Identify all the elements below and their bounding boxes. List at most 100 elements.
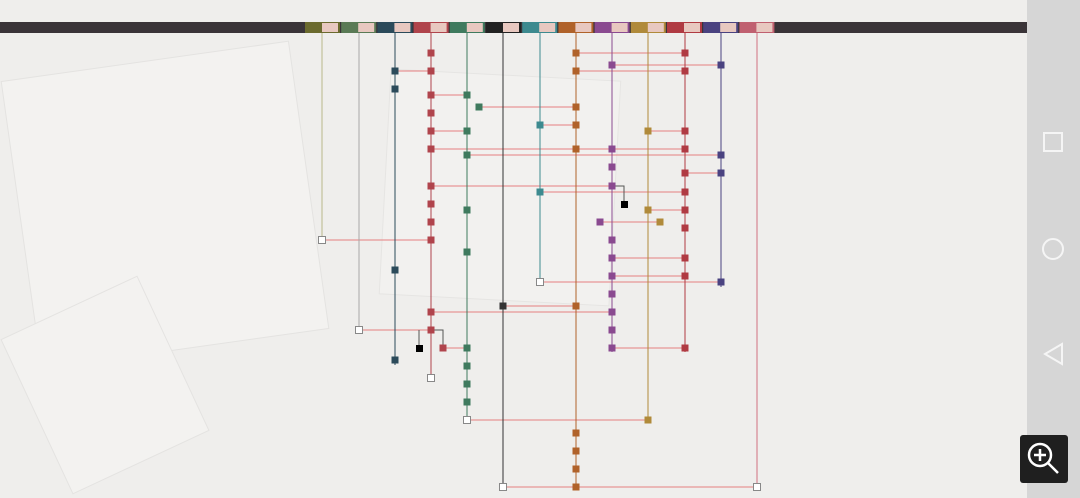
story-node bbox=[355, 326, 363, 334]
story-node bbox=[536, 121, 544, 129]
story-node bbox=[427, 127, 435, 135]
zoom-bg bbox=[1020, 435, 1068, 483]
story-node bbox=[318, 236, 326, 244]
story-node bbox=[608, 344, 616, 352]
story-node bbox=[463, 127, 471, 135]
event-marker bbox=[621, 201, 628, 208]
story-node bbox=[463, 151, 471, 159]
tab-portrait bbox=[756, 23, 773, 32]
story-node bbox=[463, 362, 471, 370]
story-node bbox=[608, 272, 616, 280]
tab-portrait bbox=[647, 23, 664, 32]
bg-card bbox=[378, 68, 622, 307]
story-node bbox=[463, 344, 471, 352]
tab-portrait bbox=[358, 23, 375, 32]
story-node bbox=[681, 344, 689, 352]
bg-card bbox=[0, 275, 210, 495]
story-node bbox=[644, 206, 652, 214]
story-node bbox=[717, 151, 725, 159]
story-node bbox=[463, 416, 471, 424]
story-node bbox=[572, 121, 580, 129]
story-node bbox=[572, 465, 580, 473]
story-node bbox=[427, 326, 435, 334]
story-node bbox=[572, 429, 580, 437]
tab-portrait bbox=[503, 23, 519, 32]
story-node bbox=[391, 356, 399, 364]
story-node bbox=[572, 103, 580, 111]
story-node bbox=[608, 163, 616, 171]
story-node bbox=[608, 326, 616, 334]
story-node bbox=[427, 91, 435, 99]
story-node bbox=[572, 447, 580, 455]
recents-button[interactable] bbox=[1043, 132, 1063, 152]
back-button[interactable] bbox=[1043, 342, 1063, 366]
story-node bbox=[608, 236, 616, 244]
tab-portrait bbox=[684, 23, 700, 32]
story-node bbox=[475, 103, 483, 111]
story-node bbox=[427, 49, 435, 57]
story-node bbox=[608, 182, 616, 190]
story-node bbox=[463, 380, 471, 388]
story-node bbox=[536, 278, 544, 286]
story-node bbox=[391, 85, 399, 93]
story-node bbox=[717, 169, 725, 177]
story-node bbox=[644, 416, 652, 424]
story-node bbox=[391, 67, 399, 75]
story-node bbox=[596, 218, 604, 226]
story-node bbox=[717, 61, 725, 69]
story-node bbox=[656, 218, 664, 226]
story-node bbox=[608, 61, 616, 69]
story-node bbox=[681, 49, 689, 57]
story-node bbox=[427, 145, 435, 153]
story-node bbox=[427, 67, 435, 75]
tab-portrait bbox=[611, 23, 628, 32]
story-node bbox=[572, 302, 580, 310]
bg-card bbox=[0, 40, 330, 370]
story-node bbox=[499, 302, 507, 310]
story-node bbox=[572, 67, 580, 75]
story-node bbox=[681, 254, 689, 262]
story-node bbox=[499, 483, 507, 491]
story-node bbox=[427, 218, 435, 226]
story-node bbox=[681, 127, 689, 135]
story-node bbox=[681, 206, 689, 214]
story-node bbox=[644, 127, 652, 135]
story-node bbox=[608, 145, 616, 153]
story-node bbox=[427, 308, 435, 316]
event-marker bbox=[416, 345, 423, 352]
story-node bbox=[427, 236, 435, 244]
home-button[interactable] bbox=[1042, 238, 1064, 260]
story-node bbox=[717, 278, 725, 286]
zoom-button[interactable] bbox=[1020, 435, 1068, 483]
story-node bbox=[391, 266, 399, 274]
story-node bbox=[572, 145, 580, 153]
story-node bbox=[608, 290, 616, 298]
nav-bar bbox=[1027, 0, 1080, 498]
story-node bbox=[427, 182, 435, 190]
tab-portrait bbox=[394, 23, 411, 32]
story-node bbox=[463, 91, 471, 99]
tab-portrait bbox=[466, 23, 483, 32]
story-node bbox=[463, 398, 471, 406]
story-node bbox=[608, 254, 616, 262]
tab-portrait bbox=[430, 23, 447, 32]
story-node bbox=[536, 188, 544, 196]
tab-portrait bbox=[322, 23, 338, 32]
story-node bbox=[681, 272, 689, 280]
zoom-lens bbox=[1027, 442, 1053, 468]
story-node bbox=[681, 224, 689, 232]
story-node bbox=[681, 188, 689, 196]
tab-portrait bbox=[575, 23, 592, 32]
story-node bbox=[572, 49, 580, 57]
zoom-plus bbox=[1034, 449, 1059, 474]
story-node bbox=[681, 145, 689, 153]
story-node bbox=[681, 67, 689, 75]
story-node bbox=[427, 200, 435, 208]
story-node bbox=[608, 308, 616, 316]
story-node bbox=[753, 483, 761, 491]
story-node bbox=[427, 374, 435, 382]
tab-portrait bbox=[720, 23, 737, 32]
story-node bbox=[427, 109, 435, 117]
